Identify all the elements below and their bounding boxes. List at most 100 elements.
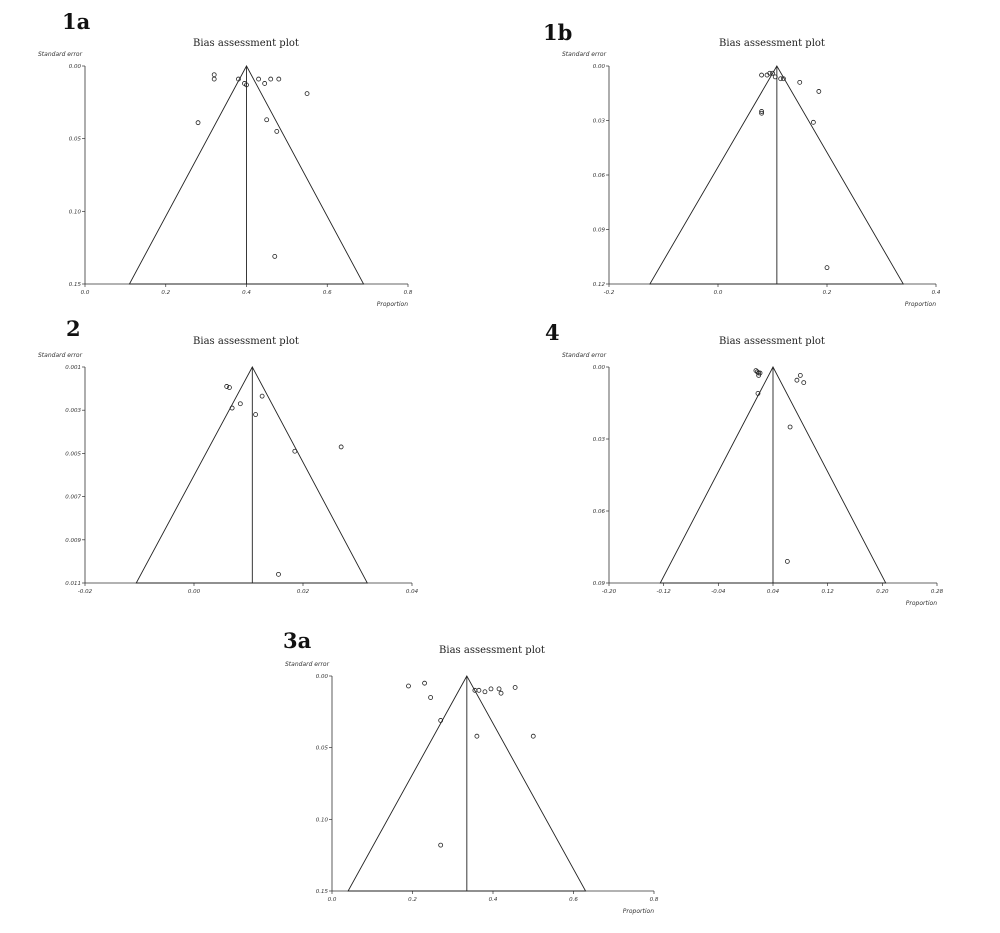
y-tick-label: 0.00	[593, 64, 606, 70]
study-point	[756, 370, 762, 376]
study-point	[797, 79, 803, 85]
study-point	[229, 405, 235, 411]
study-point	[438, 718, 444, 723]
y-tick-label: 0.15	[69, 282, 82, 288]
study-point	[264, 117, 270, 123]
x-tick-label: 0.04	[767, 589, 780, 595]
y-tick-label: 0.00	[69, 64, 82, 70]
y-tick-label: 0.05	[69, 137, 82, 143]
chart-panel-1b: 1b Bias assessment plot Standard error Pro…	[500, 0, 1000, 312]
y-tick-label: 0.009	[65, 538, 81, 544]
x-axis-label: Proportion	[906, 600, 937, 607]
panel-label-3a: 3a	[283, 628, 312, 653]
study-point	[784, 558, 790, 564]
x-tick-label: 0.28	[931, 589, 944, 595]
study-point	[759, 109, 765, 114]
study-point	[488, 686, 494, 692]
y-tick-label: 0.09	[593, 228, 606, 234]
x-tick-label: 0.0	[81, 290, 90, 296]
study-point	[406, 683, 411, 689]
chart-panel-1a: 1a Bias assessment plot Standard error Pro…	[0, 0, 500, 312]
study-point	[244, 82, 249, 88]
study-point	[794, 377, 800, 383]
chart-title: Bias assessment plot	[719, 336, 825, 347]
study-point	[770, 70, 775, 76]
x-tick-label: 0.6	[569, 897, 578, 903]
study-point	[801, 380, 807, 385]
x-axis-label: Proportion	[905, 301, 936, 308]
funnel-plot-3a: Bias assessment plot Standard error Propor…	[285, 645, 659, 915]
chart-panel-2: 2 Bias assessment plot Standard error 0.00…	[0, 312, 500, 622]
x-tick-label: 0.20	[876, 589, 889, 595]
panel-label-4: 4	[545, 320, 560, 345]
study-point	[810, 119, 816, 125]
x-tick-label: -0.12	[657, 589, 672, 595]
study-point	[780, 76, 786, 82]
study-point	[755, 391, 761, 396]
y-axis-label: Standard error	[38, 51, 83, 58]
study-point	[304, 91, 310, 97]
y-tick-label: 0.05	[316, 746, 329, 752]
y-tick-label: 0.10	[316, 817, 329, 823]
y-tick-label: 0.00	[316, 674, 329, 680]
study-point	[422, 680, 427, 686]
study-point	[772, 74, 778, 80]
x-tick-label: 0.0	[328, 897, 337, 903]
study-point	[292, 448, 298, 454]
study-point	[816, 89, 822, 94]
study-point	[224, 384, 230, 389]
study-point	[211, 72, 217, 78]
study-point	[759, 72, 765, 78]
x-tick-label: 0.2	[823, 290, 832, 296]
x-tick-label: -0.04	[711, 589, 726, 595]
study-point	[530, 733, 536, 739]
chart-title: Bias assessment plot	[193, 336, 299, 347]
study-point	[428, 695, 434, 700]
x-tick-label: 0.02	[297, 589, 310, 595]
x-axis-label: Proportion	[623, 908, 654, 915]
study-point	[824, 265, 830, 271]
study-point	[496, 686, 502, 692]
study-point	[227, 385, 232, 390]
chart-title: Bias assessment plot	[719, 38, 825, 49]
x-tick-label: -0.20	[602, 589, 617, 595]
study-point	[259, 393, 265, 399]
panel-label-1a: 1a	[62, 9, 91, 34]
study-point	[256, 76, 262, 82]
x-tick-label: 0.0	[714, 290, 723, 296]
y-tick-label: 0.10	[69, 209, 82, 215]
y-tick-label: 0.09	[593, 581, 606, 587]
funnel-outline	[135, 366, 369, 584]
y-tick-label: 0.003	[65, 408, 81, 414]
x-tick-label: 0.8	[404, 290, 413, 296]
x-tick-label: 0.04	[406, 589, 419, 595]
study-point	[512, 685, 518, 690]
y-tick-label: 0.06	[593, 173, 606, 179]
study-point	[276, 76, 282, 82]
y-axis-label: Standard error	[38, 352, 83, 359]
study-point	[236, 76, 241, 82]
funnel-plot-1b: Bias assessment plot Standard error Propor…	[562, 38, 941, 308]
y-axis-label: Standard error	[562, 352, 607, 359]
study-point	[498, 690, 504, 696]
y-tick-label: 0.03	[593, 119, 606, 125]
x-tick-label: 0.4	[242, 290, 251, 296]
x-tick-label: 0.12	[822, 589, 835, 595]
x-tick-label: 0.8	[650, 897, 659, 903]
study-point	[767, 70, 773, 76]
study-point	[272, 253, 278, 259]
y-tick-label: 0.005	[65, 451, 81, 457]
study-point	[253, 412, 258, 417]
study-point	[474, 733, 480, 739]
y-tick-label: 0.007	[65, 495, 81, 501]
x-axis-label: Proportion	[377, 301, 408, 308]
y-axis-label: Standard error	[285, 661, 330, 668]
chart-panel-4: 4 Bias assessment plot Standard error Prop…	[500, 312, 1000, 622]
y-axis-label: Standard error	[562, 51, 607, 58]
y-tick-label: 0.03	[593, 437, 606, 443]
x-tick-label: 0.4	[932, 290, 941, 296]
x-tick-label: -0.02	[78, 589, 93, 595]
funnel-plot-2: Bias assessment plot Standard error 0.001 0…	[38, 336, 419, 595]
x-tick-label: 0.2	[408, 897, 417, 903]
study-point	[274, 128, 280, 134]
